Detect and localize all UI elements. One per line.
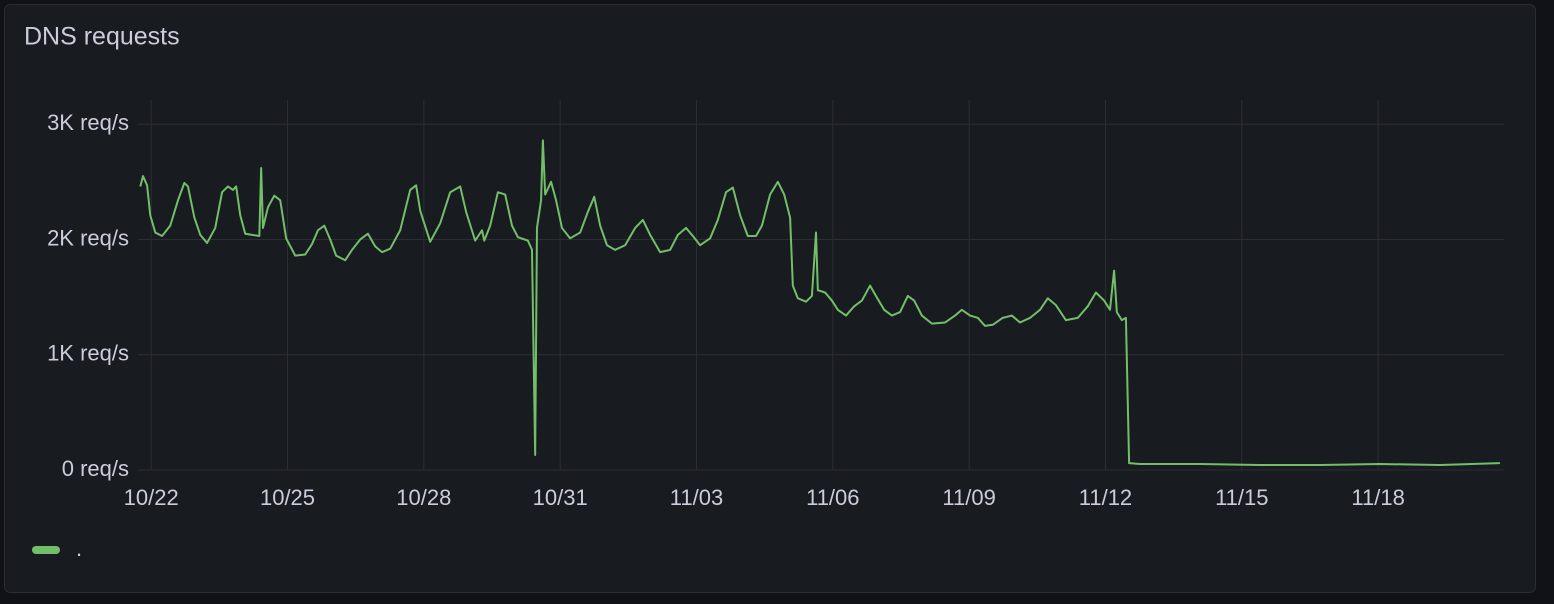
chart-title: DNS requests (24, 23, 180, 51)
y-tick-label: 3K req/s (47, 110, 129, 135)
x-tick-label: 11/18 (1351, 485, 1404, 510)
x-tick-label: 10/25 (260, 485, 315, 510)
plot (139, 139, 1500, 467)
x-tick-label: 10/28 (396, 485, 451, 510)
x-tick-label: 11/15 (1215, 485, 1268, 510)
x-tick-label: 11/03 (670, 485, 723, 510)
grid (138, 100, 1504, 471)
y-tick-label: 1K req/s (47, 341, 129, 366)
legend-swatch (32, 546, 60, 554)
data-line (139, 139, 1500, 467)
legend-label[interactable]: . (76, 536, 82, 561)
x-tick-label: 10/31 (533, 485, 588, 510)
x-tick-label: 11/09 (942, 485, 995, 510)
y-tick-label: 0 req/s (62, 456, 129, 481)
x-tick-label: 11/06 (806, 485, 859, 510)
x-tick-label: 11/12 (1079, 485, 1132, 510)
y-tick-label: 2K req/s (47, 225, 129, 250)
panel (4, 4, 1536, 593)
x-tick-label: 10/22 (124, 485, 179, 510)
